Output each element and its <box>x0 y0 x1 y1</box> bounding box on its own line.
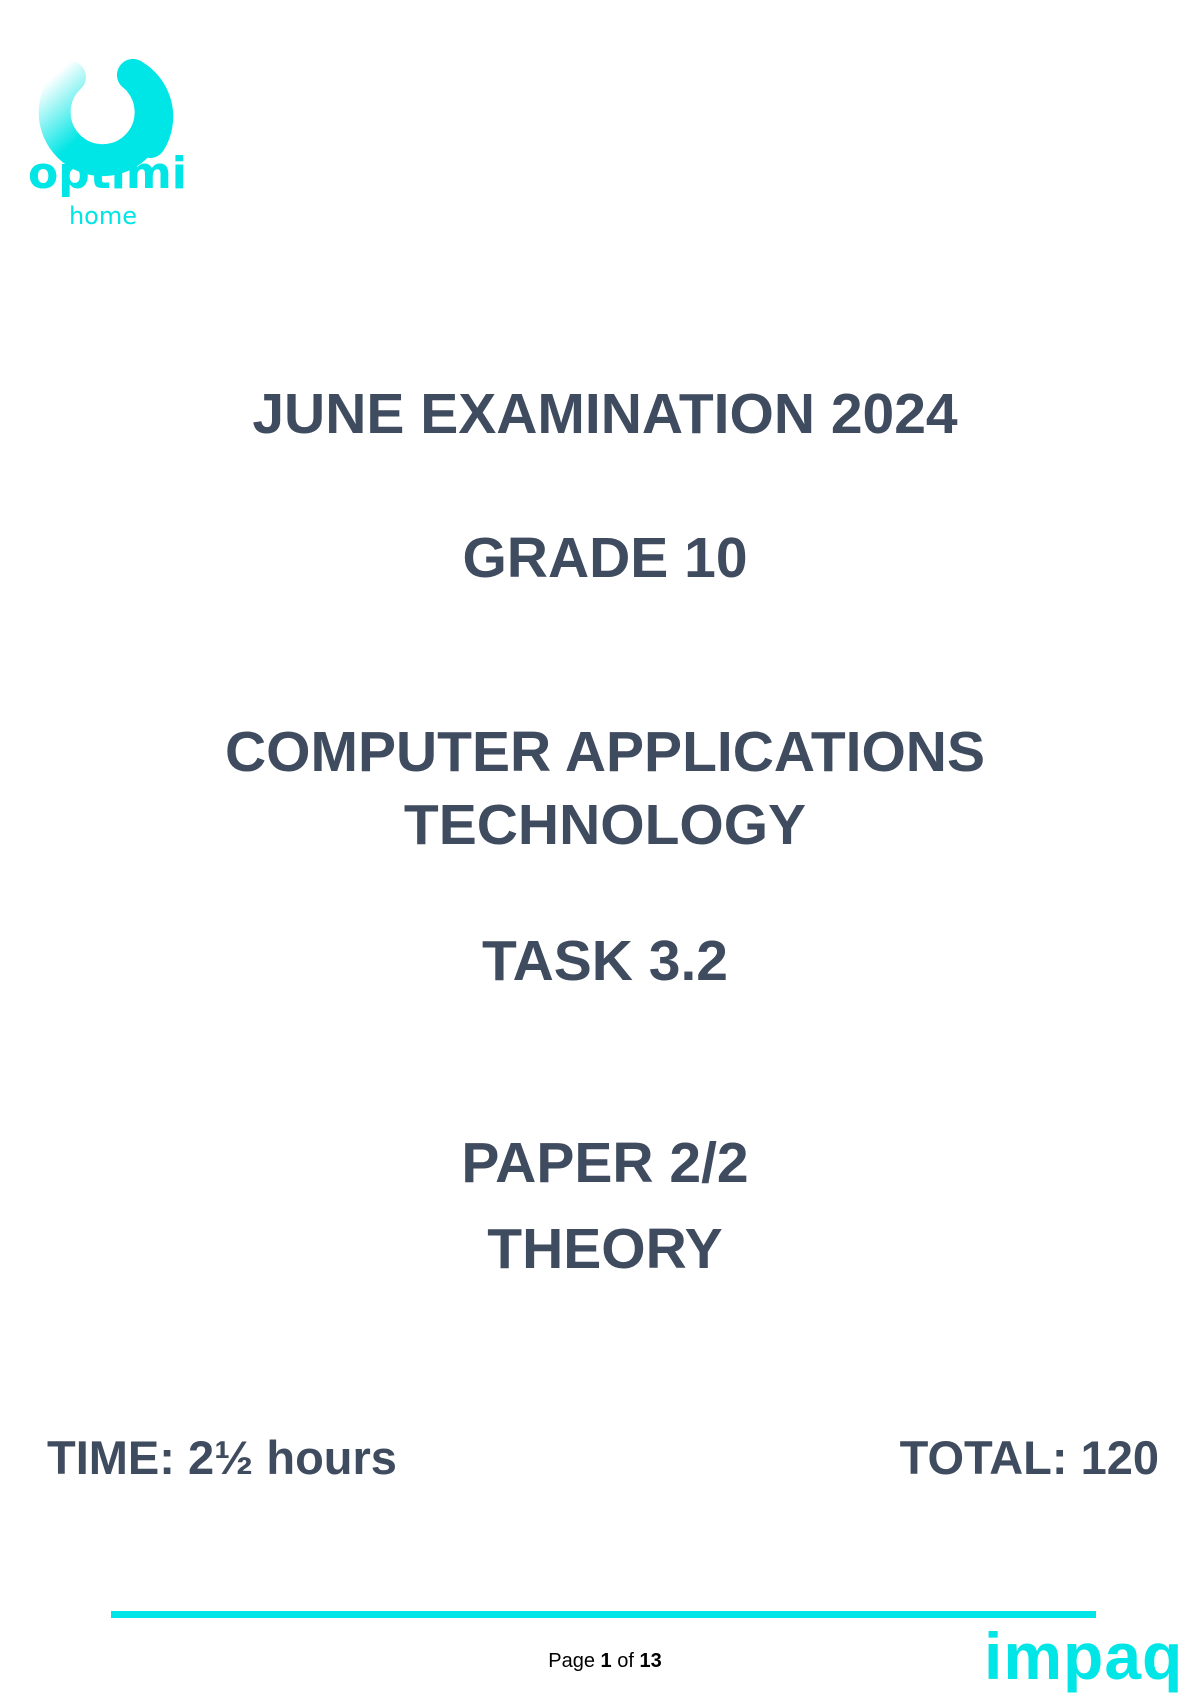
subject-line-2: TECHNOLOGY <box>403 793 807 857</box>
impaq-logo: impaq <box>984 1619 1184 1693</box>
of-label: of <box>617 1650 634 1672</box>
paper-type: THEORY <box>487 1217 723 1281</box>
task: TASK 3.2 <box>481 929 728 993</box>
total-pages: 13 <box>639 1650 662 1672</box>
logo-text: optimi <box>28 148 187 199</box>
optimi-logo-ring-icon <box>38 59 174 177</box>
current-page: 1 <box>600 1650 612 1672</box>
paper: PAPER 2/2 <box>461 1131 749 1195</box>
total: TOTAL: 120 <box>899 1431 1159 1484</box>
grade: GRADE 10 <box>462 526 748 590</box>
subject-line-1: COMPUTER APPLICATIONS <box>224 720 985 784</box>
page-number: Page 1 of 13 <box>0 1650 1200 1673</box>
footer-divider <box>111 1611 1096 1618</box>
time: TIME: 2½ hours <box>47 1431 397 1484</box>
exam-title: JUNE EXAMINATION 2024 <box>252 382 958 446</box>
logo-subtext: home <box>68 202 138 230</box>
page-label: Page <box>548 1650 595 1672</box>
